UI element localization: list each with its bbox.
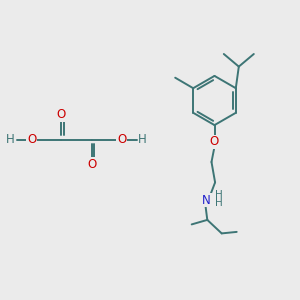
Text: O: O [57, 108, 66, 122]
Text: O: O [27, 133, 36, 146]
Text: O: O [210, 135, 219, 148]
Text: H: H [6, 133, 15, 146]
Text: O: O [87, 158, 96, 171]
Text: H: H [138, 133, 147, 146]
Text: H: H [215, 190, 223, 200]
Text: O: O [117, 133, 126, 146]
Text: H: H [215, 198, 223, 208]
Text: N: N [202, 194, 211, 207]
